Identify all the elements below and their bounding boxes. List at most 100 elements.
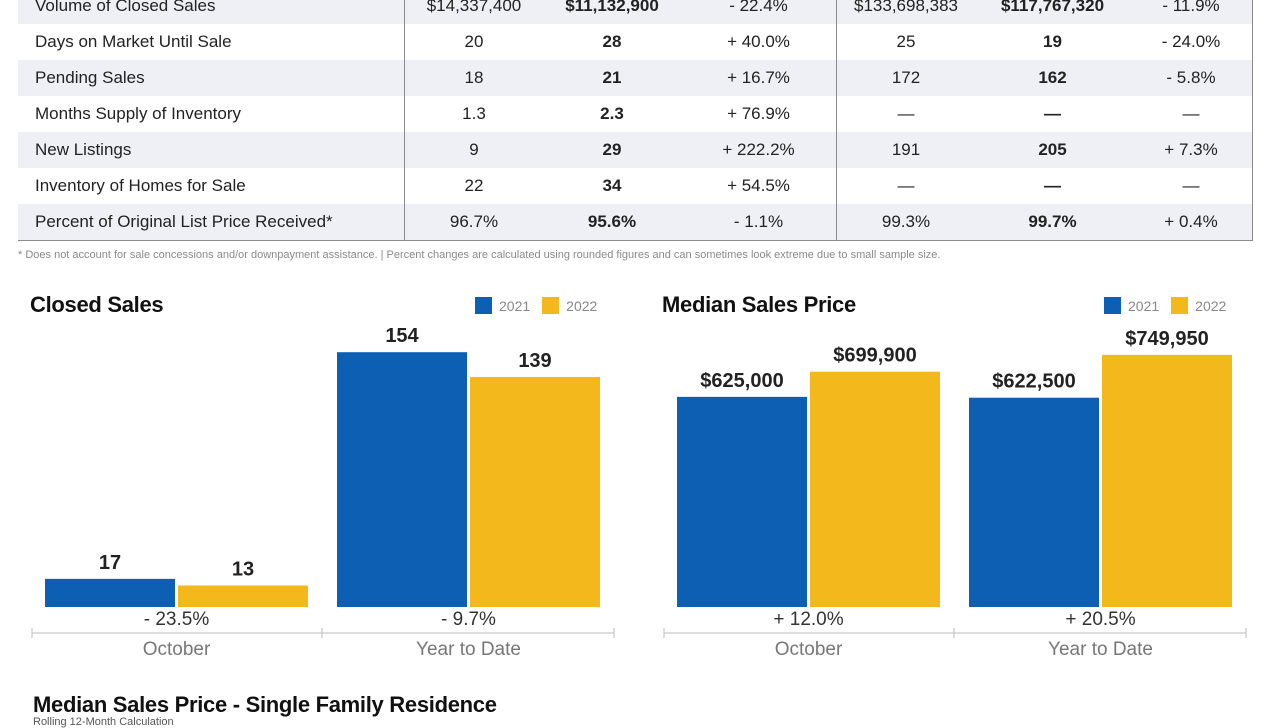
table-row: Volume of Closed Sales $14,337,400 $11,132… [18,0,1253,24]
table-cell: - 22.4% [681,0,837,24]
table-row: Inventory of Homes for Sale 22 34 + 54.5% — —… [18,168,1253,204]
table-row: Percent of Original List Price Received*… [18,204,1253,241]
legend-swatch-2022 [542,297,560,314]
table-cell: — [1044,104,1061,123]
table-cell: 9 [404,132,543,168]
chart-legend: 2021 2022 [1104,297,1238,314]
table-cell: 22 [404,168,543,204]
chart-title: Closed Sales [30,292,164,317]
metric-label: Pending Sales [18,60,405,96]
table-cell: 34 [602,176,622,195]
table-cell: 2.3 [600,104,624,123]
bar-value-label: $625,000 [700,370,783,392]
table-cell: 205 [975,132,1130,168]
table-cell: — [1130,96,1253,132]
closed-sales-chart: Closed Sales 2021 2022 17 13 - 23.5% Octobe… [30,280,620,670]
legend-label-2021: 2021 [1128,297,1160,314]
table-cell: 1.3 [404,96,543,132]
table-cell: — [1044,176,1061,195]
table-cell: - 5.8% [1130,60,1253,96]
legend-swatch-2022 [1171,297,1189,314]
category-label: October [143,639,211,660]
table-cell: 191 [836,132,975,168]
table-cell: + 7.3% [1130,132,1253,168]
table-cell: + 16.7% [681,60,837,96]
table-cell: $133,698,383 [836,0,975,24]
table-cell: + 54.5% [727,176,790,195]
bar-2021 [337,352,467,607]
table-row: Pending Sales 18 21 + 16.7% 172 162- 5.8% [18,60,1253,96]
table-cell: — [1130,168,1253,204]
metric-label: Percent of Original List Price Received* [18,204,405,241]
category-label: Year to Date [416,639,521,660]
closed-sales-plot: 17 13 - 23.5% October 154 139 - 9.7% Year to Da… [31,325,615,660]
chart-legend: 2021 2022 [475,297,609,314]
metric-label: Volume of Closed Sales [18,0,405,24]
table-cell: $117,767,320 [975,0,1130,24]
bar-2022 [470,377,600,607]
bar-value-label: 139 [518,350,551,372]
bar-value-label: 154 [385,325,419,347]
table-cell: — [836,168,975,204]
table-cell: 96.7% [404,204,543,241]
table-cell: 21 [543,60,681,96]
category-label: October [775,639,843,660]
metric-label: New Listings [18,132,405,168]
section-title: Median Sales Price - Single Family Resid… [33,692,497,717]
bar-2021 [677,396,807,607]
bar-value-label: $749,950 [1125,328,1208,350]
table-cell: + 40.0% [727,32,790,51]
bar-2021 [45,578,175,607]
median-sales-price-plot: $625,000 $699,900 + 12.0% October $622,500 $7… [663,328,1247,660]
table-cell: 162 [975,60,1130,96]
market-stats-table: Volume of Closed Sales $14,337,400 $11,132… [18,0,1253,241]
table-cell: 172 [836,60,975,96]
table-row: New Listings 9 29 + 222.2% 191 205 + 7.3% [18,132,1253,168]
legend-label-2022: 2022 [566,297,598,314]
table-cell: 20 [404,24,543,60]
bar-2022 [810,371,940,607]
bar-2022 [1102,354,1232,607]
legend-label-2021: 2021 [499,297,531,314]
bar-2021 [969,397,1099,607]
legend-label-2022: 2022 [1195,297,1227,314]
percent-change-label: + 20.5% [1065,609,1135,630]
table-cell: + 0.4% [1130,204,1253,241]
table-cell: - 24.0% [1130,24,1253,60]
category-label: Year to Date [1048,639,1153,660]
median-sales-price-chart: Median Sales Price 2021 2022 $625,000 $69… [662,280,1252,670]
stats-table: Volume of Closed Sales $14,337,400 $11,132… [18,0,1253,241]
table-cell: — [836,96,975,132]
footnote: * Does not account for sale concessions … [18,249,941,261]
table-cell: + 222.2% [681,132,837,168]
bar-2022 [178,585,308,607]
percent-change-label: - 9.7% [441,609,496,630]
percent-change-label: + 12.0% [773,609,843,630]
bar-value-label: $622,500 [992,371,1075,393]
table-cell: + 76.9% [727,104,790,123]
table-cell: 28 [602,32,622,51]
table-cell: 25 [836,24,975,60]
table-row: Months Supply of Inventory 1.3 2.3 + 76.9% —… [18,96,1253,132]
section-subtitle: Rolling 12-Month Calculation [33,716,174,728]
metric-label: Days on Market Until Sale [35,32,232,51]
legend-swatch-2021 [475,297,492,314]
percent-change-label: - 23.5% [144,609,210,630]
table-row: Days on Market Until Sale 20 28 + 40.0% 25 19… [18,24,1253,60]
metric-label: Inventory of Homes for Sale [35,176,246,195]
bar-value-label: 17 [99,552,121,574]
table-cell: 99.3% [836,204,975,241]
bar-value-label: 13 [232,558,254,580]
table-cell: $14,337,400 [404,0,543,24]
table-cell: $11,132,900 [543,0,681,24]
table-cell: 29 [543,132,681,168]
table-cell: 95.6% [543,204,681,241]
table-cell: 19 [1043,32,1062,51]
metric-label: Months Supply of Inventory [35,104,242,123]
bar-value-label: $699,900 [833,345,916,367]
legend-swatch-2021 [1104,297,1121,314]
table-cell: 18 [404,60,543,96]
chart-title: Median Sales Price [662,292,856,317]
table-cell: 99.7% [975,204,1130,241]
table-cell: - 1.1% [681,204,837,241]
